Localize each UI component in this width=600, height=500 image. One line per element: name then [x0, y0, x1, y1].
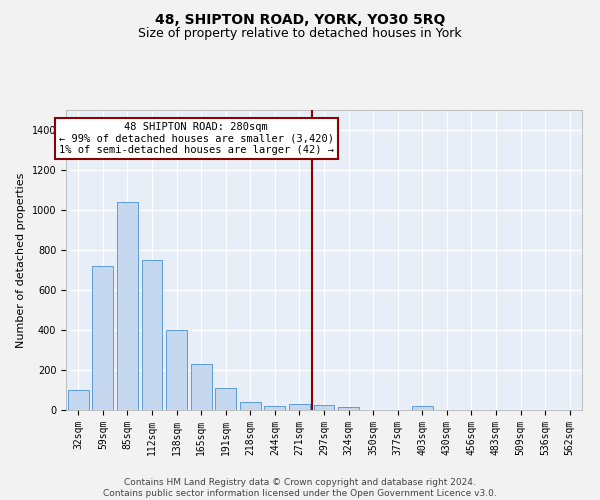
Text: Contains HM Land Registry data © Crown copyright and database right 2024.
Contai: Contains HM Land Registry data © Crown c…: [103, 478, 497, 498]
Bar: [314, 405, 334, 410]
Bar: [166, 330, 187, 410]
Bar: [117, 202, 138, 410]
Bar: [240, 402, 261, 410]
Bar: [142, 260, 163, 410]
Bar: [68, 390, 89, 410]
Bar: [338, 407, 359, 410]
Text: Size of property relative to detached houses in York: Size of property relative to detached ho…: [138, 28, 462, 40]
Bar: [191, 364, 212, 410]
Text: 48 SHIPTON ROAD: 280sqm
← 99% of detached houses are smaller (3,420)
1% of semi-: 48 SHIPTON ROAD: 280sqm ← 99% of detache…: [59, 122, 334, 155]
Y-axis label: Number of detached properties: Number of detached properties: [16, 172, 26, 348]
Text: 48, SHIPTON ROAD, YORK, YO30 5RQ: 48, SHIPTON ROAD, YORK, YO30 5RQ: [155, 12, 445, 26]
Bar: [289, 404, 310, 410]
Bar: [265, 406, 286, 410]
Bar: [92, 266, 113, 410]
Bar: [215, 388, 236, 410]
Bar: [412, 406, 433, 410]
